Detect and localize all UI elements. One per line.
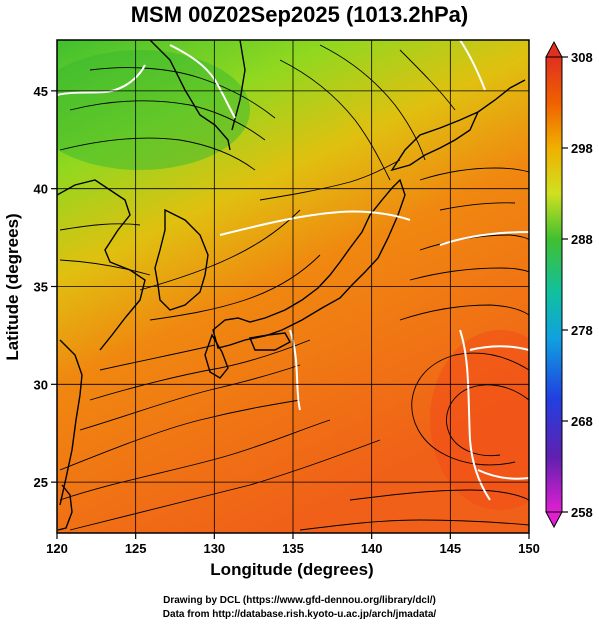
streamline	[411, 352, 529, 466]
coast-shikoku	[249, 332, 291, 351]
wind-streamlines	[59, 44, 529, 531]
credit-drawing: Drawing by DCL (https://www.gfd-dennou.o…	[163, 595, 436, 606]
contour-line	[459, 40, 486, 91]
colorbar-max-triangle	[545, 40, 563, 58]
colorbar: 308 298 288 278 268 258	[545, 40, 593, 529]
colorbar-tick-label: 258	[571, 505, 593, 520]
streamline	[79, 364, 301, 431]
axis-ticks: 120 125 130 135 140 145 150 25 30 35 40 45	[34, 84, 540, 556]
colorbar-scale	[545, 56, 563, 513]
coast-kyushu	[204, 333, 229, 379]
coast-korea	[154, 208, 209, 311]
y-axis-label: Latitude (degrees)	[3, 213, 22, 360]
coast-kuril	[477, 79, 526, 113]
y-tick-label: 45	[34, 84, 48, 99]
streamline	[139, 209, 301, 291]
colorbar-tick-label: 288	[571, 232, 593, 247]
x-tick-label: 125	[125, 541, 147, 556]
contour-line	[459, 329, 491, 501]
x-tick-label: 140	[361, 541, 383, 556]
streamline	[149, 254, 321, 321]
streamline	[439, 202, 516, 211]
streamline	[59, 399, 301, 471]
coast-sakhalin	[231, 40, 246, 131]
contour-line	[469, 345, 529, 351]
coast-taiwan	[57, 484, 73, 531]
streamline	[59, 259, 151, 276]
x-tick-label: 135	[282, 541, 304, 556]
x-tick-label: 150	[518, 541, 540, 556]
contour-line	[169, 44, 236, 119]
coast-hokkaido	[390, 110, 480, 172]
contour-line	[57, 64, 146, 96]
streamline	[69, 439, 381, 531]
streamline	[59, 223, 141, 231]
y-tick-label: 25	[34, 475, 48, 490]
streamline	[59, 137, 256, 171]
y-tick-label: 30	[34, 377, 48, 392]
streamline	[99, 344, 216, 371]
coast-manchuria	[149, 40, 231, 151]
streamline	[89, 67, 276, 119]
streamline	[299, 519, 529, 531]
colorbar-min-triangle	[545, 511, 563, 529]
streamline	[419, 167, 529, 181]
contour-line	[477, 469, 529, 480]
coastlines	[57, 40, 526, 531]
streamline	[279, 59, 391, 181]
coast-honshu	[212, 178, 406, 349]
chart-title: MSM 00Z02Sep2025 (1013.2hPa)	[130, 2, 469, 27]
colorbar-tick-label: 308	[571, 50, 593, 65]
pressure-contours	[57, 40, 529, 501]
colorbar-tick-label: 298	[571, 141, 593, 156]
y-tick-label: 35	[34, 280, 48, 295]
streamline	[349, 489, 529, 501]
contour-line	[289, 329, 301, 411]
contour-line	[219, 210, 411, 236]
contour-line	[439, 231, 529, 246]
x-tick-label: 145	[439, 541, 461, 556]
warm-region	[430, 330, 529, 510]
x-tick-label: 120	[46, 541, 68, 556]
streamline	[69, 100, 266, 141]
colorbar-tick-label: 268	[571, 414, 593, 429]
streamline	[446, 384, 529, 457]
x-axis-label: Longitude (degrees)	[210, 560, 373, 579]
y-tick-label: 40	[34, 182, 48, 197]
coast-yellow-sea	[57, 179, 146, 351]
streamline	[399, 304, 529, 321]
credit-data: Data from http://database.rish.kyoto-u.a…	[162, 609, 437, 620]
streamline	[59, 419, 331, 501]
colorbar-tick-label: 278	[571, 323, 593, 338]
colorbar-ticks: 308 298 288 278 268 258	[562, 50, 593, 520]
streamline	[319, 44, 426, 161]
streamline	[409, 267, 529, 281]
streamline	[89, 339, 311, 401]
x-tick-label: 130	[203, 541, 225, 556]
coast-china-east	[59, 339, 83, 506]
streamline	[259, 159, 401, 201]
cool-region	[57, 50, 250, 170]
